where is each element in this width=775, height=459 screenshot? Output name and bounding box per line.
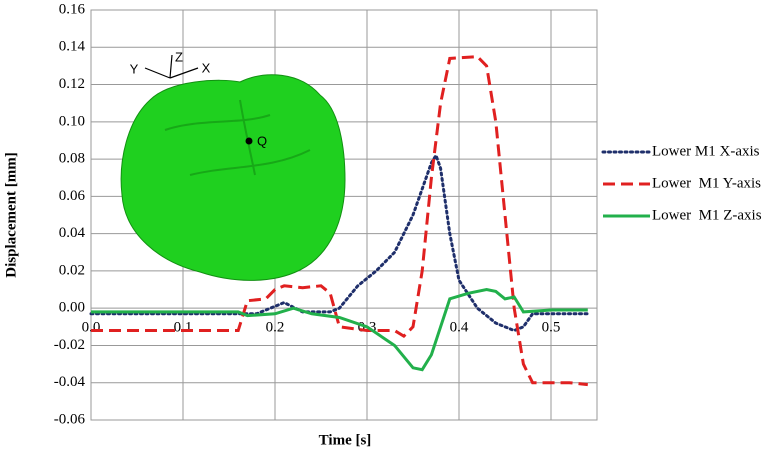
y-tick-label: 0.10 — [59, 113, 85, 129]
x-tick-label: 0.0 — [82, 320, 101, 336]
inset-label: X — [202, 60, 211, 75]
axes-arrows — [144, 54, 199, 79]
inset-label: Y — [130, 61, 139, 76]
y-tick-label: 0.12 — [59, 76, 85, 92]
tooth-inset: Y Z X Q — [120, 49, 346, 281]
y-tick-label: 0.02 — [59, 262, 85, 278]
series-line — [91, 288, 588, 372]
inset-label: Q — [257, 133, 267, 148]
point-q — [245, 137, 253, 145]
x-tick-label: 0.1 — [174, 320, 193, 336]
legend-label: Lower M1 X-axis — [652, 143, 760, 159]
legend-label: Lower M1 Z-axis — [652, 207, 762, 223]
series-line — [91, 55, 588, 387]
x-tick-label: 0.5 — [542, 320, 561, 336]
y-tick-label: 0.04 — [59, 225, 86, 241]
x-tick-label: 0.4 — [450, 320, 469, 336]
y-tick-label: 0.14 — [59, 39, 86, 55]
tooth — [120, 74, 346, 281]
legend-label: Lower M1 Y-axis — [652, 175, 761, 191]
inset-label: Z — [175, 49, 183, 64]
x-tick-label: 0.2 — [266, 320, 285, 336]
y-tick-label: 0.08 — [59, 151, 85, 167]
y-tick-label: -0.02 — [54, 337, 85, 353]
y-tick-label: 0.06 — [59, 188, 86, 204]
plot-border — [90, 9, 598, 421]
y-tick-label: -0.04 — [54, 374, 86, 390]
y-tick-label: 0.00 — [59, 300, 85, 316]
y-tick-label: -0.06 — [54, 411, 86, 427]
y-tick-label: 0.16 — [59, 1, 86, 17]
y-axis-label: Displacement [mm] — [3, 152, 19, 277]
x-axis-label: Time [s] — [319, 432, 372, 448]
